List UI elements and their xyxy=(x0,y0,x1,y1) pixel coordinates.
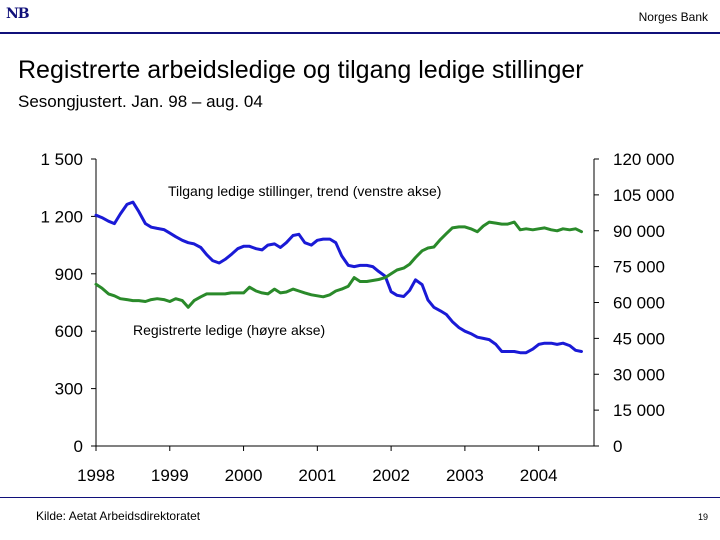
annotation-registered: Registrerte ledige (høyre akse) xyxy=(133,322,325,338)
norges-bank-logo: NB xyxy=(6,6,30,22)
left-tick-label: 900 xyxy=(55,265,83,284)
x-tick-label: 1998 xyxy=(77,466,115,485)
right-tick-label: 60 000 xyxy=(613,294,665,313)
left-tick-label: 0 xyxy=(74,437,83,456)
footer-divider xyxy=(0,497,720,498)
right-tick-label: 45 000 xyxy=(613,329,665,348)
chart-title: Registrerte arbeidsledige og tilgang led… xyxy=(18,56,584,84)
bank-name: Norges Bank xyxy=(638,10,708,24)
right-tick-label: 75 000 xyxy=(613,258,665,277)
x-tick-label: 1999 xyxy=(151,466,189,485)
left-tick-label: 300 xyxy=(55,380,83,399)
x-tick-label: 2002 xyxy=(372,466,410,485)
header-divider xyxy=(0,32,720,34)
series-line-registered xyxy=(94,200,583,355)
right-tick-label: 30 000 xyxy=(613,365,665,384)
right-tick-label: 90 000 xyxy=(613,222,665,241)
chart-subtitle: Sesongjustert. Jan. 98 – aug. 04 xyxy=(18,92,263,111)
x-tick-label: 2000 xyxy=(225,466,263,485)
page-number: 19 xyxy=(697,512,708,522)
left-tick-label: 1 500 xyxy=(40,150,83,169)
left-tick-label: 1 200 xyxy=(40,207,83,226)
series-line-vacancies xyxy=(94,220,583,309)
x-tick-label: 2001 xyxy=(298,466,336,485)
right-tick-label: 15 000 xyxy=(613,401,665,420)
left-tick-label: 600 xyxy=(55,322,83,341)
right-tick-label: 120 000 xyxy=(613,150,674,169)
annotation-vacancies: Tilgang ledige stillinger, trend (venstr… xyxy=(168,183,441,199)
logo-text: NB xyxy=(6,6,30,22)
right-tick-label: 0 xyxy=(613,437,622,456)
source-note: Kilde: Aetat Arbeidsdirektoratet xyxy=(36,509,201,523)
x-tick-label: 2003 xyxy=(446,466,484,485)
x-tick-label: 2004 xyxy=(520,466,558,485)
right-tick-label: 105 000 xyxy=(613,186,674,205)
